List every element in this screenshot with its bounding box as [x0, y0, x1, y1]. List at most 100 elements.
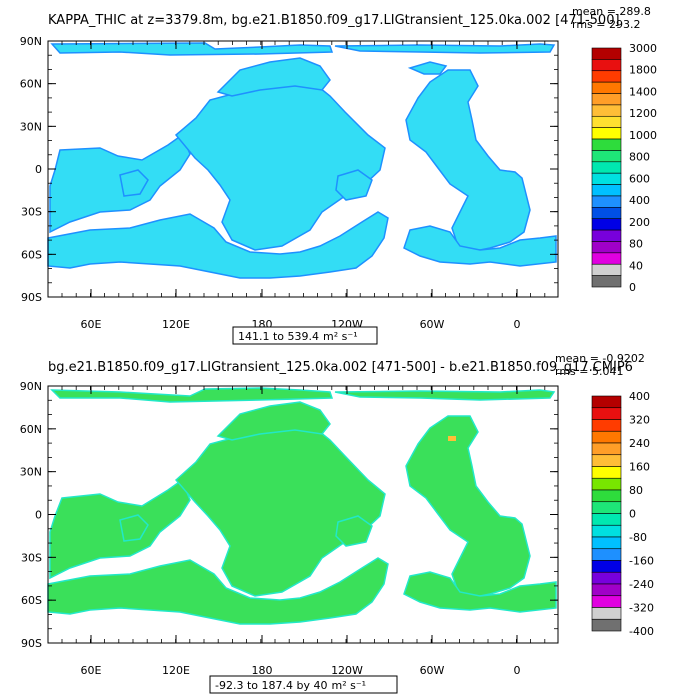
field-region — [403, 225, 557, 267]
colorbar-swatch — [591, 161, 622, 174]
field-region — [47, 211, 389, 279]
colorbar-label: 80 — [629, 238, 643, 251]
y-tick-label: 0 — [35, 509, 42, 522]
colorbar-label: 800 — [629, 151, 650, 164]
panel-2-rms: rms = 5.041 — [555, 365, 623, 378]
field-region — [335, 515, 373, 547]
colorbar-label: 240 — [629, 437, 650, 450]
colorbar-swatch — [591, 184, 622, 197]
colorbar-swatch — [591, 419, 622, 432]
panel-2-map: 60E 120E 180 120W 60W 0 90N 60N 30N 0 30S 60S 90S — [20, 380, 559, 677]
colorbar-swatch — [591, 524, 622, 538]
colorbar-label: -320 — [629, 602, 654, 615]
colorbar-swatch — [591, 571, 622, 585]
colorbar-swatch — [591, 263, 622, 276]
field-region — [119, 514, 149, 542]
colorbar-swatch — [591, 513, 622, 526]
colorbar-swatch — [591, 501, 622, 514]
colorbar-swatch — [591, 138, 622, 151]
colorbar-swatch — [591, 477, 622, 491]
y-tick-label: 60S — [21, 248, 42, 261]
panel-1-range-label: 141.1 to 539.4 — [238, 330, 319, 343]
colorbar-swatch — [591, 618, 622, 632]
panel-2-colorbar: 400 320 240 160 80 0 -80 -160 -240 -320 -400 — [591, 390, 654, 638]
x-tick-label: 0 — [514, 318, 521, 331]
panel-2-range-box: -92.3 to 187.4 by 40 m² s⁻¹ — [209, 675, 398, 694]
colorbar-label: -240 — [629, 578, 654, 591]
y-tick-label: 90S — [21, 637, 42, 650]
x-tick-label: 60E — [81, 664, 102, 677]
colorbar-swatch — [591, 70, 622, 83]
colorbar-swatch — [591, 489, 622, 503]
y-tick-label: 30N — [20, 466, 42, 479]
colorbar-label: 0 — [629, 281, 636, 294]
field-region — [216, 57, 331, 97]
colorbar-label: 1400 — [629, 85, 657, 98]
y-tick-label: 30N — [20, 120, 42, 133]
field-region — [49, 133, 191, 234]
y-tick-label: 90N — [20, 35, 42, 48]
colorbar-swatch — [591, 430, 622, 444]
colorbar-swatch — [591, 548, 622, 561]
colorbar-label: -160 — [629, 555, 654, 568]
field-region — [334, 43, 556, 54]
y-tick-label: 60N — [20, 423, 42, 436]
colorbar-label: 80 — [629, 484, 643, 497]
y-tick-label: 30S — [21, 206, 42, 219]
colorbar-swatch — [591, 275, 622, 288]
colorbar-swatch — [591, 595, 622, 608]
colorbar-label: 40 — [629, 259, 643, 272]
panel-1-range-units: m² s⁻¹ — [323, 330, 358, 343]
colorbar-swatch — [591, 407, 622, 420]
colorbar-label: 3000 — [629, 42, 657, 55]
colorbar-swatch — [591, 607, 622, 620]
colorbar-swatch — [591, 395, 622, 409]
colorbar-swatch — [591, 93, 622, 106]
field-region — [407, 61, 448, 75]
colorbar-swatch — [591, 104, 622, 117]
field-region — [335, 169, 373, 201]
colorbar-swatch — [591, 442, 622, 456]
colorbar-swatch — [591, 229, 622, 242]
x-tick-label: 120W — [331, 664, 363, 677]
colorbar-label: 320 — [629, 414, 650, 427]
panel-1-title: KAPPA_THIC at z=3379.8m, bg.e21.B1850.f0… — [48, 13, 620, 28]
field-region — [49, 478, 191, 580]
colorbar-swatch — [591, 59, 622, 72]
colorbar-label: 1000 — [629, 129, 657, 142]
y-tick-label: 0 — [35, 163, 42, 176]
field-region — [403, 571, 557, 613]
colorbar-swatch — [591, 81, 622, 94]
field-region — [216, 401, 331, 441]
panel-2-hotspot — [448, 436, 456, 441]
colorbar-swatch — [591, 115, 622, 128]
colorbar-label: 400 — [629, 194, 650, 207]
panel-2-range-label: -92.3 to 187.4 by 40 — [215, 679, 327, 692]
colorbar-label: 160 — [629, 461, 650, 474]
colorbar-swatch — [591, 241, 622, 254]
x-tick-label: 60W — [420, 318, 445, 331]
field-region — [47, 557, 389, 625]
y-tick-label: 60S — [21, 594, 42, 607]
colorbar-label: 0 — [629, 508, 636, 521]
svg-text:141.1 to 539.4m² s⁻¹: 141.1 to 539.4 m² s⁻¹ — [238, 330, 358, 343]
panel-1-rms: rms = 293.2 — [572, 18, 640, 31]
colorbar-swatch — [591, 536, 622, 550]
panel-1-field — [47, 42, 557, 279]
panel-1-range-box: 141.1 to 539.4 m² s⁻¹ — [232, 326, 378, 345]
colorbar-swatch — [591, 172, 622, 185]
colorbar-label: 200 — [629, 216, 650, 229]
colorbar-swatch — [591, 583, 622, 597]
x-tick-label: 120E — [162, 664, 190, 677]
panel-2-title: bg.e21.B1850.f09_g17.LIGtransient_125.0k… — [48, 360, 633, 375]
panel-2-range-units: m² s⁻¹ — [331, 679, 366, 692]
colorbar-label: 400 — [629, 390, 650, 403]
y-tick-label: 90S — [21, 291, 42, 304]
colorbar-label: 1800 — [629, 64, 657, 77]
y-tick-label: 30S — [21, 551, 42, 564]
panel-2: bg.e21.B1850.f09_g17.LIGtransient_125.0k… — [20, 352, 654, 694]
field-region — [405, 415, 531, 599]
x-tick-label: 180 — [252, 664, 273, 677]
x-tick-label: 60W — [420, 664, 445, 677]
